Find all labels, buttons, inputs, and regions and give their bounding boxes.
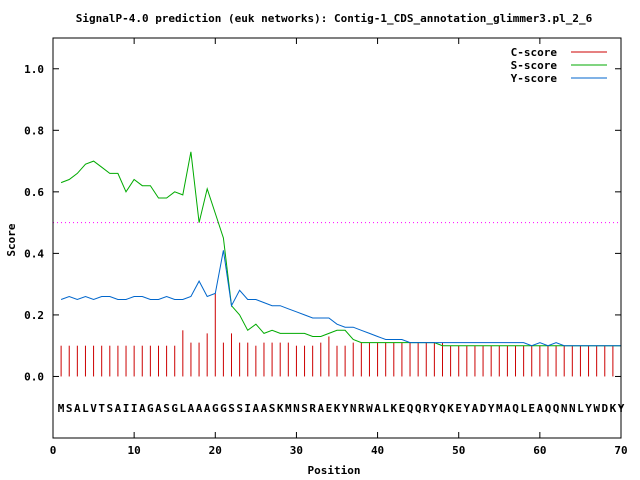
- sequence-residue: A: [204, 402, 211, 415]
- sequence-residue: E: [455, 402, 462, 415]
- x-axis-label: Position: [308, 464, 361, 477]
- sequence-residue: D: [480, 402, 487, 415]
- x-tick-label: 40: [371, 444, 384, 457]
- sequence-residue: M: [285, 402, 292, 415]
- x-tick-label: 70: [614, 444, 627, 457]
- sequence-residue: M: [496, 402, 503, 415]
- series-y-score: [60, 250, 621, 347]
- sequence-residue: G: [171, 402, 178, 415]
- y-axis-label: Score: [5, 223, 18, 256]
- sequence-residue: S: [66, 402, 73, 415]
- sequence-residue: A: [115, 402, 122, 415]
- sequence-residue: A: [155, 402, 162, 415]
- sequence-residue: A: [188, 402, 195, 415]
- sequence-residue: Y: [342, 402, 349, 415]
- sequence-residue: I: [131, 402, 138, 415]
- y-tick-label: 0.4: [24, 247, 44, 260]
- sequence-residue: N: [350, 402, 357, 415]
- sequence-residue: L: [382, 402, 389, 415]
- sequence-residue: Q: [415, 402, 422, 415]
- sequence-residue: A: [537, 402, 544, 415]
- sequence-residue: T: [98, 402, 105, 415]
- sequence-residue: K: [447, 402, 454, 415]
- sequence-residue: G: [220, 402, 227, 415]
- sequence-residue: Y: [488, 402, 495, 415]
- y-score-line: [60, 250, 621, 347]
- chart-title: SignalP-4.0 prediction (euk networks): C…: [76, 12, 593, 25]
- sequence-residue: L: [577, 402, 584, 415]
- sequence-residue: Q: [407, 402, 414, 415]
- sequence-residue: A: [196, 402, 203, 415]
- sequence-residue: A: [261, 402, 268, 415]
- sequence-residue: A: [374, 402, 381, 415]
- sequence-residue: M: [58, 402, 65, 415]
- sequence-residue: I: [244, 402, 251, 415]
- sequence-residue: D: [601, 402, 608, 415]
- sequence-residue: Y: [464, 402, 471, 415]
- sequence-residue: Q: [545, 402, 552, 415]
- sequence-residue: A: [472, 402, 479, 415]
- sequence-residue: S: [236, 402, 243, 415]
- sequence-residue: G: [147, 402, 154, 415]
- sequence-residue: Y: [585, 402, 592, 415]
- sequence-residue: Y: [431, 402, 438, 415]
- x-tick-label: 0: [50, 444, 57, 457]
- sequence-residue: Q: [439, 402, 446, 415]
- sequence-residue: V: [90, 402, 97, 415]
- x-tick-label: 30: [290, 444, 303, 457]
- sequence-residue: S: [301, 402, 308, 415]
- sequence-residue: N: [561, 402, 568, 415]
- sequence-residue: K: [334, 402, 341, 415]
- sequence-residue: K: [277, 402, 284, 415]
- x-tick-label: 20: [209, 444, 222, 457]
- sequence-residue: S: [106, 402, 113, 415]
- sequence-residue: I: [123, 402, 130, 415]
- y-tick-label: 1.0: [24, 63, 44, 76]
- sequence-residue: K: [390, 402, 397, 415]
- plot-frame: [52, 37, 622, 439]
- series-s-score: [60, 151, 621, 347]
- sequence-residue: K: [610, 402, 617, 415]
- legend-label: Y-score: [511, 72, 558, 85]
- y-tick-label: 0.0: [24, 370, 44, 383]
- sequence-residue: L: [82, 402, 89, 415]
- s-score-line: [60, 151, 621, 347]
- x-tick-label: 50: [452, 444, 465, 457]
- x-tick-label: 10: [128, 444, 141, 457]
- sequence-residue: A: [253, 402, 260, 415]
- sequence-residue: W: [593, 402, 600, 415]
- sequence-residue: Q: [512, 402, 519, 415]
- x-tick-label: 60: [533, 444, 546, 457]
- sequence-residue: N: [569, 402, 576, 415]
- sequence-residue: R: [309, 402, 316, 415]
- y-tick-label: 0.2: [24, 309, 44, 322]
- sequence-residue: N: [293, 402, 300, 415]
- sequence-residue: A: [317, 402, 324, 415]
- sequence-residue: Q: [553, 402, 560, 415]
- sequence-residue: W: [366, 402, 373, 415]
- series-c-score: [60, 293, 622, 377]
- sequence-residue: R: [423, 402, 430, 415]
- sequence-residue: A: [74, 402, 81, 415]
- y-tick-label: 0.8: [24, 124, 44, 137]
- legend-label: C-score: [511, 46, 558, 59]
- sequence-residue: S: [163, 402, 170, 415]
- sequence-residue: R: [358, 402, 365, 415]
- sequence-residue: E: [399, 402, 406, 415]
- sequence-residue: S: [228, 402, 235, 415]
- sequence-residue: A: [504, 402, 511, 415]
- sequence-residue: G: [212, 402, 219, 415]
- sequence-residue: L: [520, 402, 527, 415]
- y-tick-label: 0.6: [24, 186, 44, 199]
- legend-label: S-score: [511, 59, 558, 72]
- sequence-residue: S: [269, 402, 276, 415]
- sequence-residue: L: [180, 402, 187, 415]
- sequence-residue: E: [326, 402, 333, 415]
- sequence-residue: A: [139, 402, 146, 415]
- sequence-residue: E: [528, 402, 535, 415]
